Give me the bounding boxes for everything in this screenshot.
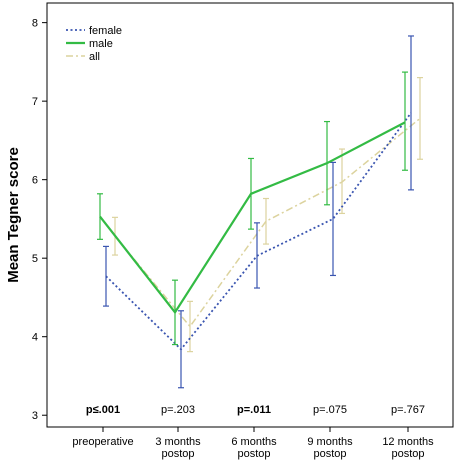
- p-value-label: p≤.001: [86, 404, 120, 416]
- series-line-all: [114, 117, 421, 328]
- plot-frame: [46, 2, 454, 428]
- y-tick-label: 7: [32, 96, 38, 108]
- x-tick-label: preoperative: [72, 436, 133, 448]
- series-layer: [97, 35, 423, 389]
- y-tick-label: 6: [32, 175, 38, 187]
- x-tick-label: 6 months postop: [231, 436, 277, 460]
- p-value-label: p=.011: [237, 404, 271, 416]
- legend-label-male: male: [89, 38, 113, 50]
- series-female: [103, 35, 414, 389]
- series-male: [97, 71, 408, 346]
- series-line-female: [105, 112, 412, 351]
- p-value-label: p=.075: [313, 404, 347, 416]
- y-tick-label: 4: [32, 332, 38, 344]
- legend-label-all: all: [89, 51, 100, 63]
- y-tick-label: 8: [32, 18, 38, 30]
- legend-label-female: female: [89, 25, 122, 37]
- series-all: [112, 76, 423, 353]
- y-tick-label: 3: [32, 410, 38, 422]
- y-tick-label: 5: [32, 253, 38, 265]
- series-line-male: [99, 121, 406, 315]
- x-tick-label: 9 months postop: [307, 436, 353, 460]
- p-value-label: p=.203: [161, 404, 195, 416]
- x-tick-label: 12 months postop: [382, 436, 434, 460]
- y-axis-title: Mean Tegner score: [5, 147, 22, 283]
- axes-layer: 3 4 5 6 7 8 preoperative 3 months postop 6 months…: [32, 18, 434, 460]
- annotation-layer: p≤.001 p=.203 p=.011 p=.075 p=.767: [86, 404, 425, 416]
- p-value-label: p=.767: [391, 404, 425, 416]
- x-tick-label: 3 months postop: [155, 436, 201, 460]
